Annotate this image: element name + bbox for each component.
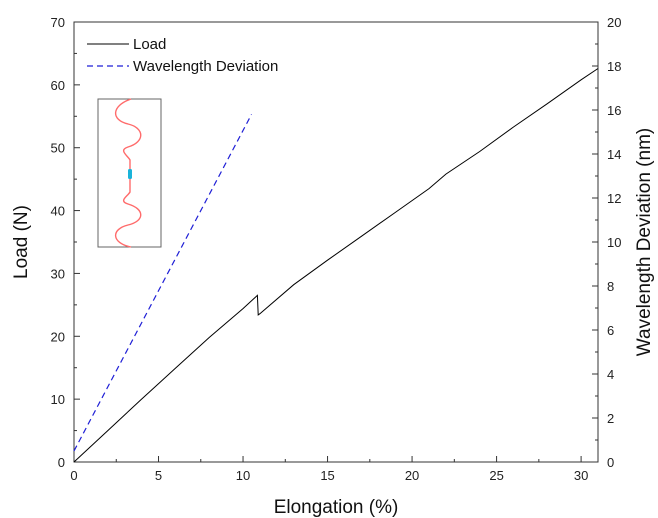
x-tick-label: 25	[489, 468, 503, 483]
y-left-axis-title: Load (N)	[11, 205, 32, 279]
x-tick-label: 0	[70, 468, 77, 483]
ticks-layer: 0 5 10 15 20 25 30 0 10 20 30 40 50 60 70 0 2 4 6 8 10 12 14 16…	[51, 15, 622, 483]
series-layer	[73, 68, 599, 463]
y-left-tick-label: 50	[51, 141, 65, 156]
x-tick-label: 10	[236, 468, 250, 483]
legend-label-wavelength: Wavelength Deviation	[133, 58, 278, 75]
x-tick-label: 30	[574, 468, 588, 483]
y-left-tick-label: 60	[51, 78, 65, 93]
y-left-tick-label: 30	[51, 266, 65, 281]
x-tick-label: 15	[320, 468, 334, 483]
y-right-tick-label: 4	[607, 367, 614, 382]
y-right-tick-label: 0	[607, 455, 614, 470]
y-right-tick-label: 16	[607, 103, 621, 118]
y-left-tick-label: 40	[51, 204, 65, 219]
y-right-tick-label: 10	[607, 235, 621, 250]
legend-label-load: Load	[133, 36, 166, 53]
x-tick-label: 20	[405, 468, 419, 483]
y-right-tick-label: 6	[607, 323, 614, 338]
y-left-tick-label: 70	[51, 15, 65, 30]
y-left-tick-label: 10	[51, 392, 65, 407]
inset-schematic	[97, 98, 162, 248]
y-right-tick-label: 18	[607, 59, 621, 74]
y-right-tick-label: 8	[607, 279, 614, 294]
series-line-load	[73, 68, 599, 463]
legend: Load Wavelength Deviation	[87, 36, 278, 75]
y-right-tick-label: 20	[607, 15, 621, 30]
y-left-tick-label: 20	[51, 329, 65, 344]
y-right-tick-label: 2	[607, 411, 614, 426]
x-tick-label: 5	[155, 468, 162, 483]
y-right-tick-label: 14	[607, 147, 621, 162]
x-axis-title: Elongation (%)	[274, 497, 399, 518]
y-left-tick-label: 0	[58, 455, 65, 470]
y-right-tick-label: 12	[607, 191, 621, 206]
inset-sensor-marker	[128, 169, 132, 179]
series-line-wavelength-deviation	[73, 114, 253, 452]
y-right-axis-title: Wavelength Deviation (nm)	[634, 128, 655, 356]
